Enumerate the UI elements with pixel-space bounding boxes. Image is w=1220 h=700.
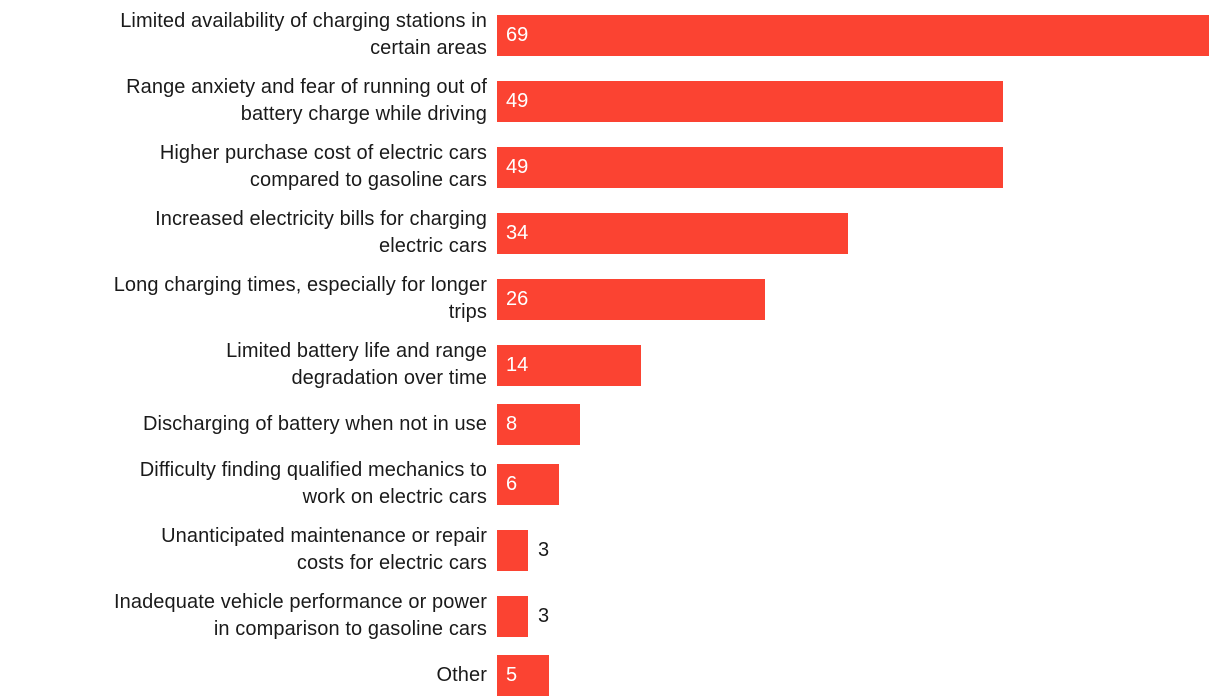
bar-zone: 3	[497, 529, 1220, 571]
chart-row: Discharging of battery when not in use 8	[0, 404, 1220, 445]
bar-zone: 8	[497, 404, 1220, 445]
chart-row: Inadequate vehicle performance or power …	[0, 589, 1220, 643]
value-label: 26	[506, 287, 529, 310]
bar: 14	[497, 344, 641, 386]
bar-zone: 69	[497, 14, 1220, 56]
bar	[497, 595, 528, 637]
bar-zone: 14	[497, 344, 1220, 386]
category-label: Range anxiety and fear of running out of…	[126, 76, 487, 125]
value-label: 69	[506, 23, 529, 46]
bar: 5	[497, 655, 549, 696]
category-label: Unanticipated maintenance or repair cost…	[161, 525, 487, 574]
bar-zone: 26	[497, 278, 1220, 320]
bar: 34	[497, 212, 848, 254]
category-label: Limited availability of charging station…	[120, 10, 487, 59]
value-label: 34	[506, 221, 529, 244]
value-label: 5	[506, 664, 518, 686]
value-label: 8	[506, 413, 518, 435]
chart-row: Range anxiety and fear of running out of…	[0, 74, 1220, 128]
bar: 8	[497, 404, 580, 445]
bar: 49	[497, 80, 1003, 122]
category-label: Inadequate vehicle performance or power …	[113, 591, 487, 640]
bar: 49	[497, 146, 1003, 188]
category-label: Difficulty finding qualified mechanics t…	[139, 459, 487, 508]
bar: 26	[497, 278, 765, 320]
chart-row: Limited battery life and range degradati…	[0, 338, 1220, 392]
bar-zone: 5	[497, 655, 1220, 696]
chart-row: Higher purchase cost of electric cars co…	[0, 140, 1220, 194]
bar-zone: 34	[497, 212, 1220, 254]
chart-row: Other 5	[0, 655, 1220, 696]
chart-row: Increased electricity bills for charging…	[0, 206, 1220, 260]
value-label: 3	[538, 604, 550, 627]
bar-zone: 6	[497, 463, 1220, 505]
value-label: 14	[506, 353, 529, 376]
value-label: 49	[506, 155, 529, 178]
category-label: Long charging times, especially for long…	[113, 274, 487, 323]
category-label: Higher purchase cost of electric cars co…	[159, 142, 487, 191]
value-label: 6	[506, 472, 518, 495]
bar-zone: 49	[497, 146, 1220, 188]
bar-zone: 3	[497, 595, 1220, 637]
category-label: Other	[436, 664, 487, 686]
bar	[497, 529, 528, 571]
chart-rows: Limited availability of charging station…	[0, 8, 1220, 696]
category-label: Discharging of battery when not in use	[143, 413, 487, 435]
chart-row: Difficulty finding qualified mechanics t…	[0, 457, 1220, 511]
category-label: Increased electricity bills for charging…	[155, 208, 487, 257]
chart-row: Limited availability of charging station…	[0, 8, 1220, 62]
bar-zone: 49	[497, 80, 1220, 122]
bar: 6	[497, 463, 559, 505]
value-label: 49	[506, 89, 529, 112]
category-label: Limited battery life and range degradati…	[226, 340, 487, 389]
value-label: 3	[538, 538, 550, 561]
chart-row: Unanticipated maintenance or repair cost…	[0, 523, 1220, 577]
bar: 69	[497, 14, 1209, 56]
chart-row: Long charging times, especially for long…	[0, 272, 1220, 326]
